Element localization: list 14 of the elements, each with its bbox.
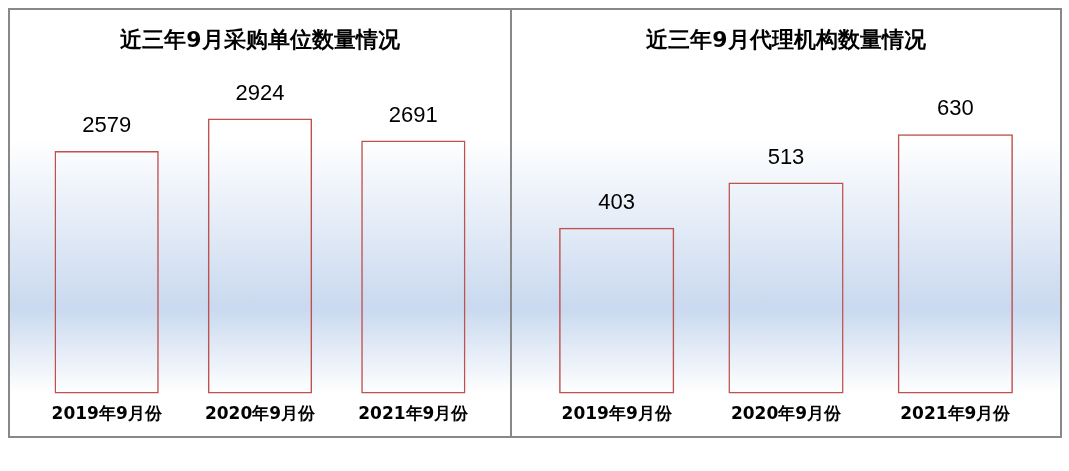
x-tick-label: 2019年9月份 — [561, 403, 673, 424]
data-label: 2579 — [82, 112, 132, 138]
x-tick-label: 2020年9月份 — [204, 403, 317, 424]
data-label: 513 — [767, 143, 805, 169]
data-label: 403 — [598, 188, 636, 214]
data-label: 2924 — [235, 79, 285, 105]
chart-title: 近三年9月采购单位数量情况 — [119, 26, 401, 52]
data-label: 630 — [936, 95, 974, 121]
x-tick-label: 2020年9月份 — [730, 403, 843, 424]
x-tick-label: 2019年9月份 — [51, 403, 163, 424]
chart-title: 近三年9月代理机构数量情况 — [645, 26, 927, 52]
x-tick-label: 2021年9月份 — [900, 403, 1012, 424]
data-label: 2691 — [388, 101, 438, 127]
x-tick-label: 2021年9月份 — [358, 403, 470, 424]
